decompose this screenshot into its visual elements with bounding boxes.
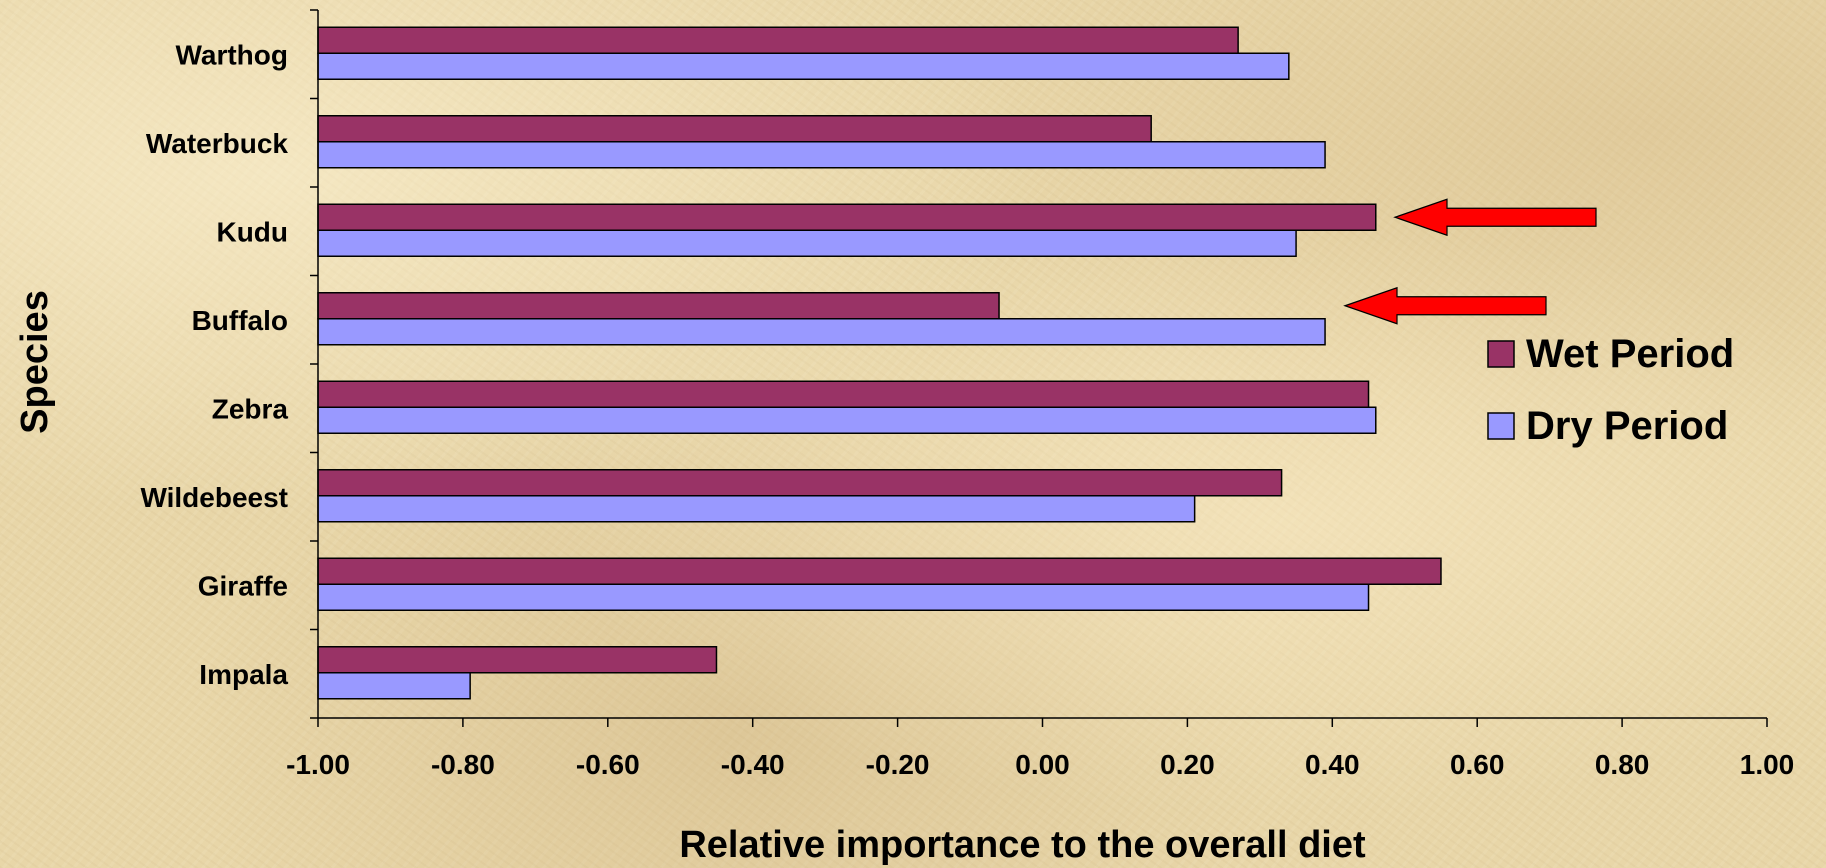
y-tick-label-zebra: Zebra <box>212 393 289 424</box>
legend-label-wet-period: Wet Period <box>1526 332 1734 376</box>
x-tick-label: -0.20 <box>866 749 930 780</box>
bar-wildebeest-wet-period <box>317 469 1283 497</box>
x-tick-label: 1.00 <box>1740 749 1795 780</box>
x-tick-label: 0.80 <box>1595 749 1650 780</box>
y-tick-label-wildebeest: Wildebeest <box>140 482 288 513</box>
bar-kudu-wet-period <box>317 203 1377 231</box>
legend-swatch-wet-period <box>1487 340 1515 368</box>
bar-zebra-wet-period <box>317 380 1370 408</box>
bar-buffalo-dry-period <box>317 318 1326 346</box>
bar-giraffe-wet-period <box>317 557 1442 585</box>
y-tick-label-giraffe: Giraffe <box>198 570 288 601</box>
bar-waterbuck-wet-period <box>317 115 1152 143</box>
legend: Wet Period Dry Period <box>1487 332 1734 448</box>
x-tick-label: 0.20 <box>1160 749 1215 780</box>
y-tick-label-impala: Impala <box>199 659 288 690</box>
legend-swatch-dry-period <box>1487 412 1515 440</box>
legend-label-dry-period: Dry Period <box>1526 404 1728 448</box>
x-tick-label: -0.40 <box>721 749 785 780</box>
x-tick-label: -0.60 <box>576 749 640 780</box>
arrow-kudu-icon <box>1393 198 1597 237</box>
y-tick-label-warthog: Warthog <box>176 39 289 70</box>
bars-group <box>317 26 1442 700</box>
bar-buffalo-wet-period <box>317 292 1000 320</box>
x-tick-label: 0.60 <box>1450 749 1505 780</box>
bar-warthog-dry-period <box>317 52 1290 80</box>
x-tick-label: 0.40 <box>1305 749 1360 780</box>
bar-impala-wet-period <box>317 646 718 674</box>
x-axis-title: Relative importance to the overall diet <box>679 824 1366 866</box>
bar-wildebeest-dry-period <box>317 495 1196 523</box>
y-ticks-group: Warthog Waterbuck Kudu Buffalo Zebra Wildebee… <box>140 9 318 719</box>
y-axis-title: Species <box>14 290 56 434</box>
bar-waterbuck-dry-period <box>317 141 1326 169</box>
bar-impala-dry-period <box>317 672 471 700</box>
x-tick-label: -1.00 <box>286 749 350 780</box>
bar-warthog-wet-period <box>317 26 1239 54</box>
y-tick-label-buffalo: Buffalo <box>192 305 288 336</box>
x-tick-label: 0.00 <box>1015 749 1070 780</box>
annotations-group <box>1343 198 1597 325</box>
bar-giraffe-dry-period <box>317 583 1370 611</box>
y-tick-label-kudu: Kudu <box>216 216 288 247</box>
y-tick-label-waterbuck: Waterbuck <box>146 128 289 159</box>
bar-kudu-dry-period <box>317 229 1297 257</box>
x-tick-label: -0.80 <box>431 749 495 780</box>
bar-zebra-dry-period <box>317 406 1377 434</box>
arrow-buffalo-icon <box>1343 286 1547 325</box>
x-ticks-group: -1.00 -0.80 -0.60 -0.40 -0.20 0.00 0.20 0.40 0.6… <box>286 718 1794 780</box>
